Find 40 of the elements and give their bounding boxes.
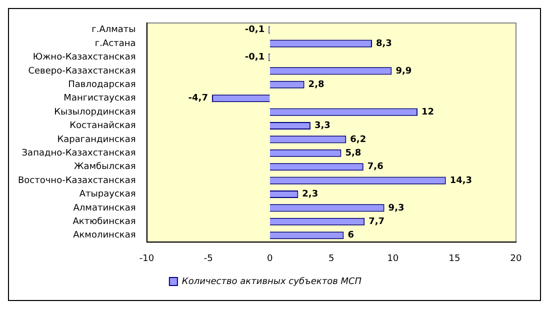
x-tick-label: 15 <box>448 254 460 264</box>
data-label: 3,3 <box>314 121 330 132</box>
y-tick-label: Карагандинская <box>57 134 136 145</box>
data-label: 8,3 <box>376 38 392 49</box>
x-tick-label: 10 <box>387 254 399 264</box>
data-label: 9,9 <box>396 66 412 76</box>
data-label: 2,3 <box>302 190 318 200</box>
y-tick-label: Алматинская <box>73 203 136 214</box>
y-tick-label: Жамбылская <box>74 162 136 172</box>
y-tick-label: г.Астана <box>94 38 136 49</box>
data-label: 5,8 <box>345 148 362 158</box>
x-tick-label: -5 <box>204 254 213 264</box>
y-tick-label: Кызылординская <box>54 107 136 118</box>
data-label: 14,3 <box>450 176 472 186</box>
data-label: -4,7 <box>188 94 208 104</box>
y-tick-label: Павлодарская <box>68 80 136 90</box>
data-label: 6,2 <box>350 134 366 145</box>
data-label: 7,7 <box>368 216 385 227</box>
x-tick-label: -10 <box>139 254 154 264</box>
y-tick-label: Акмолинская <box>73 230 136 241</box>
legend-label: Количество активных субъектов МСП <box>182 276 362 287</box>
y-tick-label: Восточно-Казахстанская <box>18 176 136 186</box>
y-tick-label: Западно-Казахстанская <box>22 148 136 158</box>
y-tick-label: Атырауская <box>79 190 136 200</box>
y-tick-label: Костанайская <box>70 121 136 132</box>
data-label: 12 <box>422 107 434 118</box>
y-tick-label: Мангистауская <box>64 94 136 104</box>
data-label: 9,3 <box>388 203 404 214</box>
x-tick-label: 0 <box>266 254 273 264</box>
data-label: -0,1 <box>244 52 265 63</box>
data-label: -0,1 <box>244 25 265 36</box>
x-tick-label: 5 <box>328 254 334 264</box>
y-tick-label: Актюбинская <box>72 216 136 227</box>
data-label: 6 <box>348 230 354 241</box>
x-tick-label: 20 <box>510 254 522 264</box>
y-tick-label: г.Алматы <box>92 25 136 36</box>
data-label: 2,8 <box>308 80 324 90</box>
y-tick-label: Северо-Казахстанская <box>28 66 136 76</box>
data-label: 7,6 <box>367 162 384 172</box>
y-tick-label: Южно-Казахстанская <box>32 52 136 63</box>
